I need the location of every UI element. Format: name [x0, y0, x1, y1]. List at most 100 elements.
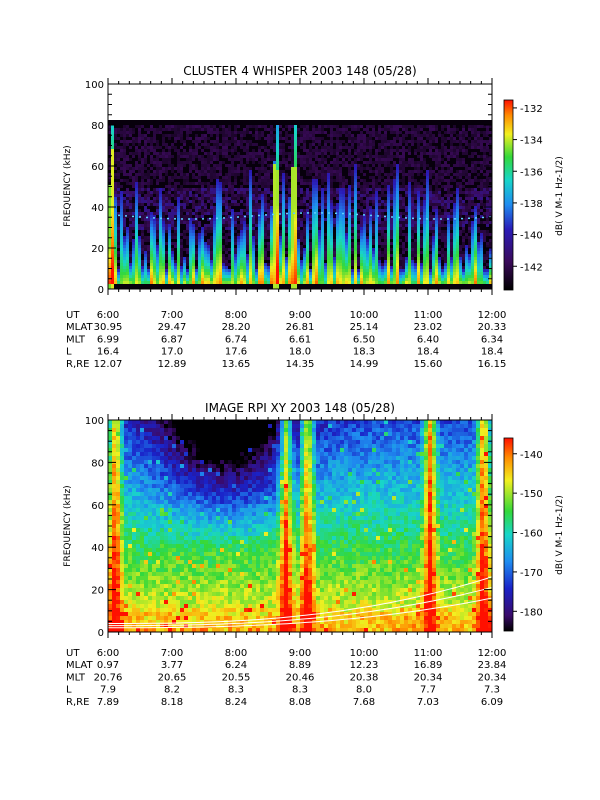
whisper-spectral-cell: [216, 140, 219, 143]
whisper-spectral-cell: [336, 272, 339, 275]
whisper-spectral-cell: [249, 233, 252, 236]
whisper-spectral-cell: [366, 125, 369, 128]
whisper-spectral-cell: [171, 251, 174, 254]
whisper-spectral-cell: [384, 278, 387, 281]
whisper-spectral-cell: [321, 269, 324, 272]
whisper-spectral-cell: [264, 188, 267, 191]
whisper-spectral-cell: [216, 149, 219, 152]
whisper-spectral-cell: [366, 137, 369, 140]
whisper-spectral-cell: [435, 197, 438, 200]
whisper-spectral-cell: [372, 254, 375, 257]
whisper-spectral-cell: [375, 248, 378, 251]
whisper-spectral-cell: [396, 275, 399, 278]
whisper-spectral-cell: [429, 149, 432, 152]
whisper-spectral-cell: [414, 164, 417, 167]
whisper-spectral-cell: [414, 152, 417, 155]
whisper-spectral-cell: [402, 263, 405, 266]
whisper-spectral-cell: [324, 125, 327, 128]
whisper-spectral-cell: [162, 239, 165, 242]
whisper-spectral-cell: [408, 203, 411, 206]
whisper-spectral-cell: [243, 146, 246, 149]
whisper-spectral-cell: [135, 182, 138, 185]
whisper-spectral-cell: [315, 164, 318, 167]
whisper-spectral-cell: [168, 200, 171, 203]
whisper-spectral-cell: [192, 236, 195, 239]
whisper-spectral-cell: [252, 227, 255, 230]
whisper-spectral-cell: [273, 188, 276, 191]
whisper-spectral-cell: [279, 218, 282, 221]
whisper-spectral-cell: [147, 221, 150, 224]
whisper-spectral-cell: [198, 242, 201, 245]
whisper-spectral-cell: [123, 272, 126, 275]
whisper-spectral-cell: [168, 218, 171, 221]
whisper-spectral-cell: [243, 257, 246, 260]
whisper-spectral-cell: [177, 131, 180, 134]
whisper-spectral-cell: [159, 254, 162, 257]
whisper-spectral-cell: [243, 272, 246, 275]
whisper-spectral-cell: [210, 200, 213, 203]
whisper-spectral-cell: [318, 269, 321, 272]
whisper-spectral-cell: [234, 182, 237, 185]
whisper-spectral-cell: [291, 182, 294, 185]
whisper-spectral-cell: [114, 167, 117, 170]
whisper-spectral-cell: [195, 167, 198, 170]
whisper-spectral-cell: [261, 269, 264, 272]
whisper-spectral-cell: [204, 197, 207, 200]
whisper-spectral-cell: [342, 182, 345, 185]
whisper-spectral-cell: [384, 128, 387, 131]
whisper-spectral-cell: [246, 128, 249, 131]
whisper-spectral-cell: [111, 278, 114, 281]
whisper-spectral-cell: [294, 287, 297, 289]
whisper-spectral-cell: [324, 188, 327, 191]
whisper-spectral-cell: [186, 257, 189, 260]
whisper-spectral-cell: [189, 233, 192, 236]
whisper-spectral-cell: [291, 254, 294, 257]
whisper-spectral-cell: [222, 224, 225, 227]
whisper-spectral-cell: [387, 158, 390, 161]
whisper-spectral-cell: [393, 170, 396, 173]
whisper-spectral-cell: [129, 182, 132, 185]
whisper-spectral-cell: [258, 188, 261, 191]
whisper-spectral-cell: [360, 191, 363, 194]
whisper-spectral-cell: [147, 152, 150, 155]
whisper-spectral-cell: [402, 272, 405, 275]
whisper-spectral-cell: [444, 185, 447, 188]
whisper-spectral-cell: [144, 254, 147, 257]
whisper-spectral-cell: [294, 272, 297, 275]
whisper-spectral-cell: [276, 239, 279, 242]
whisper-spectral-cell: [108, 275, 111, 278]
whisper-spectral-cell: [195, 152, 198, 155]
whisper-spectral-cell: [441, 143, 444, 146]
whisper-spectral-cell: [186, 272, 189, 275]
whisper-spectral-cell: [141, 200, 144, 203]
whisper-spectral-cell: [312, 239, 315, 242]
whisper-spectral-cell: [423, 251, 426, 254]
whisper-spectral-cell: [216, 164, 219, 167]
whisper-spectral-cell: [216, 131, 219, 134]
whisper-spectral-cell: [258, 191, 261, 194]
whisper-spectral-cell: [183, 179, 186, 182]
whisper-spectral-cell: [180, 194, 183, 197]
whisper-spectral-cell: [243, 233, 246, 236]
whisper-spectral-cell: [396, 278, 399, 281]
whisper-spectral-cell: [150, 266, 153, 269]
whisper-spectral-cell: [144, 251, 147, 254]
whisper-spectral-cell: [372, 281, 375, 284]
whisper-spectral-cell: [291, 155, 294, 158]
whisper-spectral-cell: [246, 227, 249, 230]
whisper-spectral-cell: [213, 194, 216, 197]
whisper-spectral-cell: [390, 221, 393, 224]
whisper-spectral-cell: [363, 212, 366, 215]
whisper-spectral-cell: [297, 272, 300, 275]
whisper-spectral-cell: [339, 200, 342, 203]
whisper-spectral-cell: [291, 176, 294, 179]
whisper-spectral-cell: [120, 194, 123, 197]
whisper-spectral-cell: [138, 128, 141, 131]
whisper-spectral-cell: [333, 275, 336, 278]
whisper-spectral-cell: [180, 176, 183, 179]
whisper-spectral-cell: [441, 266, 444, 269]
whisper-spectral-cell: [141, 218, 144, 221]
whisper-spectral-cell: [276, 158, 279, 161]
whisper-spectral-cell: [408, 182, 411, 185]
whisper-spectral-cell: [264, 230, 267, 233]
